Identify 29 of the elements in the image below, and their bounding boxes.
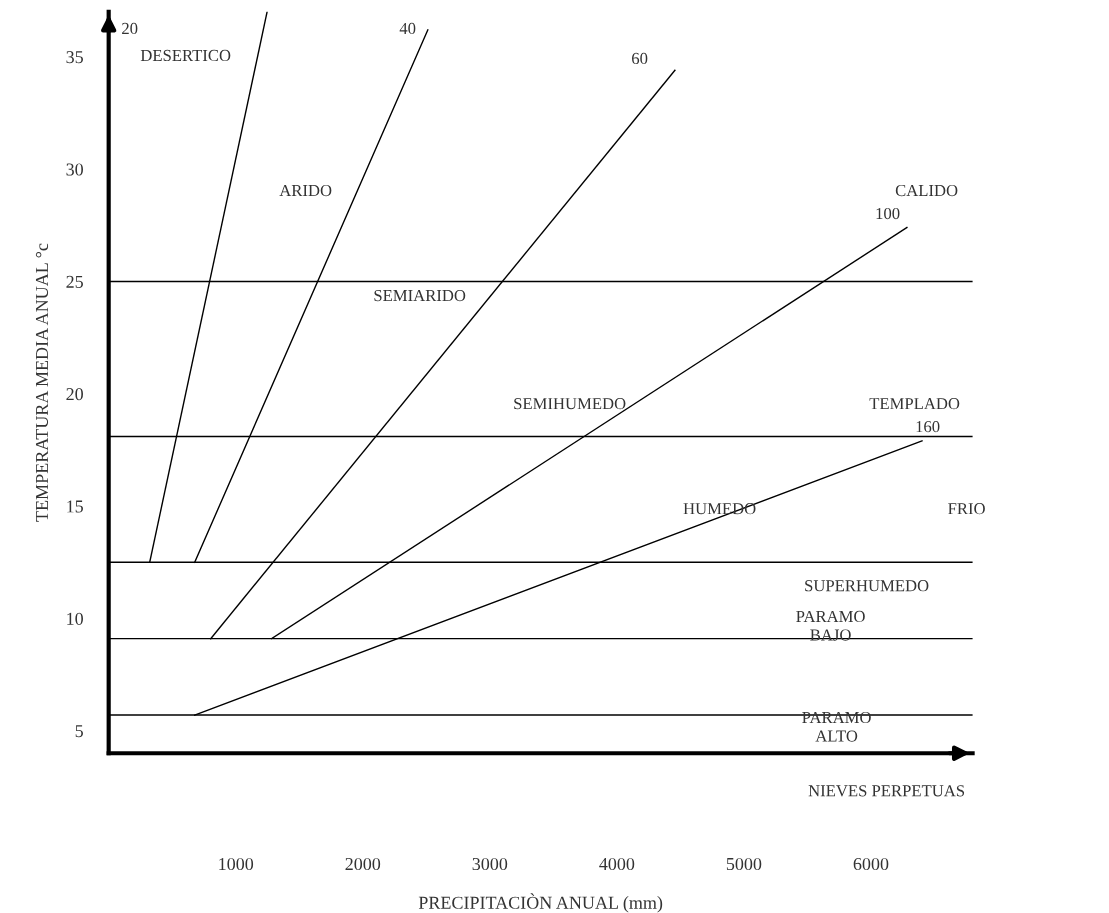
annotation: SEMIARIDO xyxy=(374,289,466,302)
annotation: 60 xyxy=(632,52,648,65)
annotation: TEMPLADO xyxy=(869,398,960,410)
y-tick-label: 20 xyxy=(66,388,83,401)
x-tick-label: 3000 xyxy=(472,857,508,871)
y-tick-label: 25 xyxy=(66,275,83,288)
x-axis-title: PRECIPITACIÒN ANUAL (mm) xyxy=(418,893,663,913)
y-tick-label: 5 xyxy=(75,725,83,738)
annotation: SUPERHUMEDO xyxy=(805,580,929,592)
annotation: 160 xyxy=(916,420,940,433)
x-tick-label: 5000 xyxy=(726,857,762,871)
y-axis-title: TEMPERATURA MEDIA ANUAL °c xyxy=(35,243,49,522)
annotation: SEMIHUMEDO xyxy=(514,398,626,410)
x-tick-label: 6000 xyxy=(853,857,889,871)
annotation: 20 xyxy=(122,22,138,35)
annotation: 100 xyxy=(876,207,900,220)
annotation: CALIDO xyxy=(895,184,958,197)
text: NIEVES PERPETUAS xyxy=(808,785,965,797)
annotation: ARIDO xyxy=(279,184,332,197)
y-tick-label: 10 xyxy=(67,612,83,625)
x-tick-label: 2000 xyxy=(345,857,381,871)
y-tick-label: 30 xyxy=(66,163,83,176)
x-tick-label: 4000 xyxy=(599,857,635,871)
y-tick-label: 35 xyxy=(66,51,83,64)
annotation: DESERTICO xyxy=(140,49,231,62)
annotation: 40 xyxy=(399,22,416,35)
annotation: FRIO xyxy=(948,503,985,515)
y-tick-label: 15 xyxy=(67,500,83,513)
x-tick-label: 1000 xyxy=(219,857,254,871)
